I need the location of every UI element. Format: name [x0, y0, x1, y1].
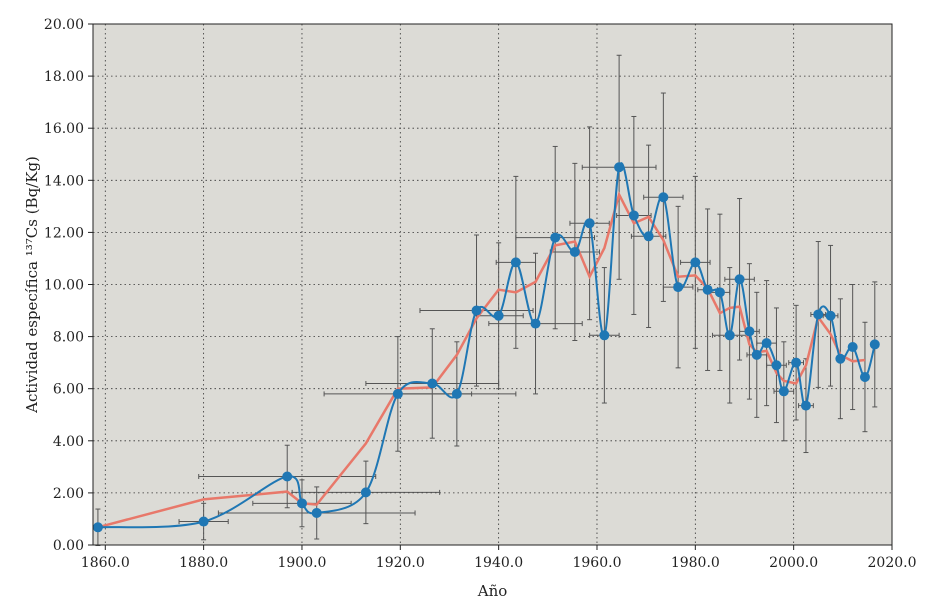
- data-point: [471, 305, 482, 316]
- y-tick-label: 20.00: [44, 17, 84, 33]
- x-tick-label: 1940.0: [474, 555, 523, 571]
- data-point: [869, 339, 880, 350]
- data-point: [392, 388, 403, 399]
- data-point: [724, 330, 735, 341]
- plot-background: [93, 24, 892, 545]
- data-point: [714, 287, 725, 298]
- y-tick-label: 0.00: [53, 538, 84, 554]
- data-point: [530, 318, 541, 329]
- y-tick-label: 8.00: [53, 330, 84, 346]
- data-point: [778, 386, 789, 397]
- x-tick-label: 2000.0: [769, 555, 818, 571]
- y-tick-label: 6.00: [53, 382, 84, 398]
- data-point: [427, 378, 438, 389]
- x-axis-ticks: 1860.0 1880.0 1900.0 1920.0 1940.0 1960.0 1980…: [81, 545, 917, 571]
- data-point: [510, 257, 521, 268]
- data-points: [92, 162, 880, 533]
- data-point: [835, 353, 846, 364]
- grid: [93, 24, 892, 545]
- x-tick-label: 1980.0: [671, 555, 720, 571]
- data-point: [584, 218, 595, 229]
- data-point: [599, 330, 610, 341]
- data-point: [569, 246, 580, 257]
- x-tick-label: 1860.0: [81, 555, 130, 571]
- data-point: [744, 326, 755, 337]
- x-tick-label: 1960.0: [572, 555, 621, 571]
- data-point: [658, 192, 669, 203]
- data-point: [847, 342, 858, 353]
- data-point: [813, 309, 824, 320]
- data-point: [673, 282, 684, 293]
- data-point: [198, 516, 209, 527]
- data-point: [690, 257, 701, 268]
- data-point: [791, 357, 802, 368]
- x-tick-label: 1880.0: [179, 555, 228, 571]
- data-point: [614, 162, 625, 173]
- data-point: [296, 498, 307, 509]
- data-point: [771, 360, 782, 371]
- data-point: [643, 231, 654, 242]
- data-point: [761, 338, 772, 349]
- y-tick-label: 10.00: [44, 278, 84, 294]
- y-tick-label: 4.00: [53, 434, 84, 450]
- y-tick-label: 12.00: [44, 225, 84, 241]
- trend-line: [97, 191, 866, 529]
- y-tick-label: 18.00: [44, 69, 84, 85]
- data-point: [825, 310, 836, 321]
- x-axis-label: Año: [477, 582, 508, 600]
- y-axis-label: Actividad específica ¹³⁷Cs (Bq/Kg): [23, 156, 41, 414]
- data-point: [493, 310, 504, 321]
- x-tick-label: 1900.0: [277, 555, 326, 571]
- data-point: [311, 507, 322, 518]
- data-point: [751, 349, 762, 360]
- data-point: [451, 388, 462, 399]
- y-tick-label: 2.00: [53, 486, 84, 502]
- data-point: [282, 471, 293, 482]
- y-tick-label: 14.00: [44, 173, 84, 189]
- x-tick-label: 1920.0: [376, 555, 425, 571]
- data-point: [800, 400, 811, 411]
- data-point: [550, 232, 561, 243]
- x-tick-label: 2020.0: [868, 555, 917, 571]
- data-point: [859, 371, 870, 382]
- data-point: [92, 522, 103, 533]
- data-point: [734, 274, 745, 285]
- data-point: [360, 487, 371, 498]
- y-axis-ticks: 0.00 2.00 4.00 6.00 8.00 10.00 12.00 14.00 16.00…: [44, 17, 93, 554]
- data-point: [628, 210, 639, 221]
- y-tick-label: 16.00: [44, 121, 84, 137]
- data-point: [702, 284, 713, 295]
